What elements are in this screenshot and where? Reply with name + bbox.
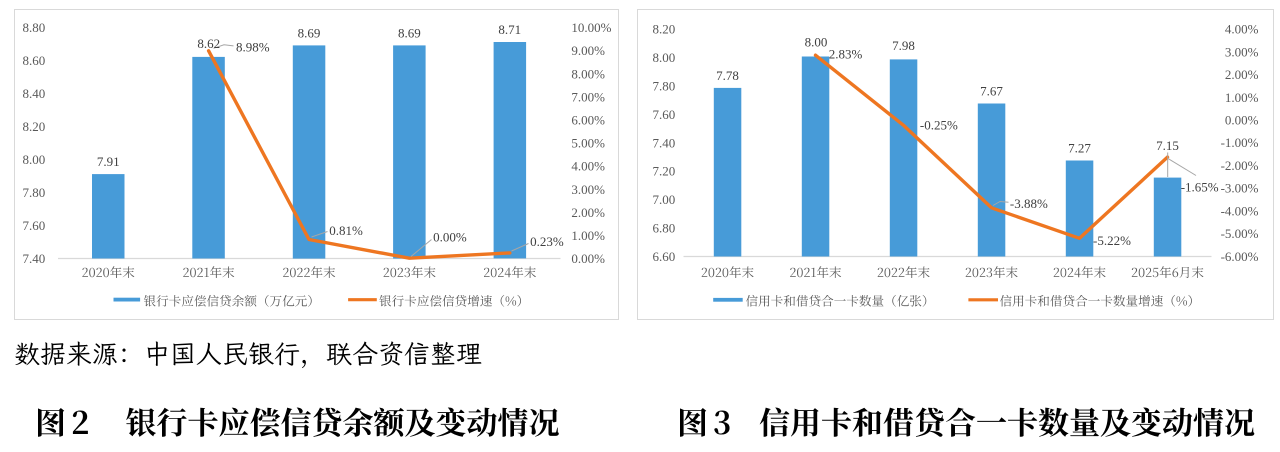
svg-text:-5.00%: -5.00% — [1221, 226, 1259, 241]
svg-text:-4.00%: -4.00% — [1221, 204, 1259, 219]
svg-text:8.71: 8.71 — [498, 22, 521, 37]
svg-text:8.69: 8.69 — [398, 25, 421, 40]
svg-text:8.60: 8.60 — [23, 53, 46, 68]
svg-text:8.00: 8.00 — [653, 50, 676, 65]
svg-text:4.00%: 4.00% — [571, 159, 605, 174]
svg-text:-0.25%: -0.25% — [920, 117, 958, 132]
svg-text:4.00%: 4.00% — [1225, 22, 1259, 37]
svg-text:7.00: 7.00 — [653, 192, 676, 207]
svg-text:0.00%: 0.00% — [571, 251, 605, 266]
svg-text:-3.88%: -3.88% — [1010, 196, 1048, 211]
svg-text:7.80: 7.80 — [23, 185, 46, 200]
svg-text:6.80: 6.80 — [653, 221, 676, 236]
svg-text:2.00%: 2.00% — [571, 205, 605, 220]
svg-text:9.00%: 9.00% — [571, 43, 605, 58]
svg-text:3.00%: 3.00% — [571, 182, 605, 197]
svg-text:-3.00%: -3.00% — [1221, 181, 1259, 196]
svg-text:2.83%: 2.83% — [829, 47, 863, 62]
svg-text:1.00%: 1.00% — [571, 228, 605, 243]
svg-text:7.40: 7.40 — [653, 135, 676, 150]
svg-text:-6.00%: -6.00% — [1221, 249, 1259, 264]
svg-text:8.00%: 8.00% — [571, 66, 605, 81]
svg-text:8.00: 8.00 — [805, 35, 828, 50]
svg-text:7.27: 7.27 — [1068, 140, 1091, 155]
svg-text:8.00: 8.00 — [23, 152, 46, 167]
svg-text:7.80: 7.80 — [653, 78, 676, 93]
svg-text:8.20: 8.20 — [23, 119, 46, 134]
svg-text:7.15: 7.15 — [1156, 138, 1179, 153]
svg-text:6.60: 6.60 — [653, 249, 676, 264]
svg-text:-5.22%: -5.22% — [1093, 233, 1131, 248]
svg-text:2.00%: 2.00% — [1225, 67, 1259, 82]
svg-text:7.78: 7.78 — [716, 68, 739, 83]
svg-text:8.62: 8.62 — [197, 36, 220, 51]
svg-text:8.40: 8.40 — [23, 86, 46, 101]
svg-text:8.20: 8.20 — [653, 22, 676, 37]
svg-text:7.20: 7.20 — [653, 164, 676, 179]
svg-text:0.00%: 0.00% — [433, 230, 467, 245]
svg-text:7.60: 7.60 — [23, 218, 46, 233]
svg-text:-1.00%: -1.00% — [1221, 135, 1259, 150]
svg-text:7.98: 7.98 — [892, 38, 915, 53]
svg-text:6.00%: 6.00% — [571, 113, 605, 128]
svg-text:7.60: 7.60 — [653, 107, 676, 122]
svg-text:0.00%: 0.00% — [1225, 113, 1259, 128]
svg-text:-2.00%: -2.00% — [1221, 158, 1259, 173]
svg-text:1.00%: 1.00% — [1225, 90, 1259, 105]
svg-text:10.00%: 10.00% — [571, 20, 611, 35]
svg-text:-1.65%: -1.65% — [1181, 179, 1219, 194]
svg-text:3.00%: 3.00% — [1225, 44, 1259, 59]
svg-text:7.00%: 7.00% — [571, 89, 605, 104]
svg-text:7.40: 7.40 — [23, 251, 46, 266]
svg-text:8.80: 8.80 — [23, 20, 46, 35]
svg-text:0.23%: 0.23% — [530, 234, 564, 249]
svg-text:7.91: 7.91 — [97, 154, 120, 169]
svg-text:7.67: 7.67 — [980, 83, 1003, 98]
svg-text:5.00%: 5.00% — [571, 136, 605, 151]
svg-text:8.69: 8.69 — [298, 25, 321, 40]
svg-text:8.98%: 8.98% — [236, 40, 270, 55]
svg-text:0.81%: 0.81% — [329, 223, 363, 238]
